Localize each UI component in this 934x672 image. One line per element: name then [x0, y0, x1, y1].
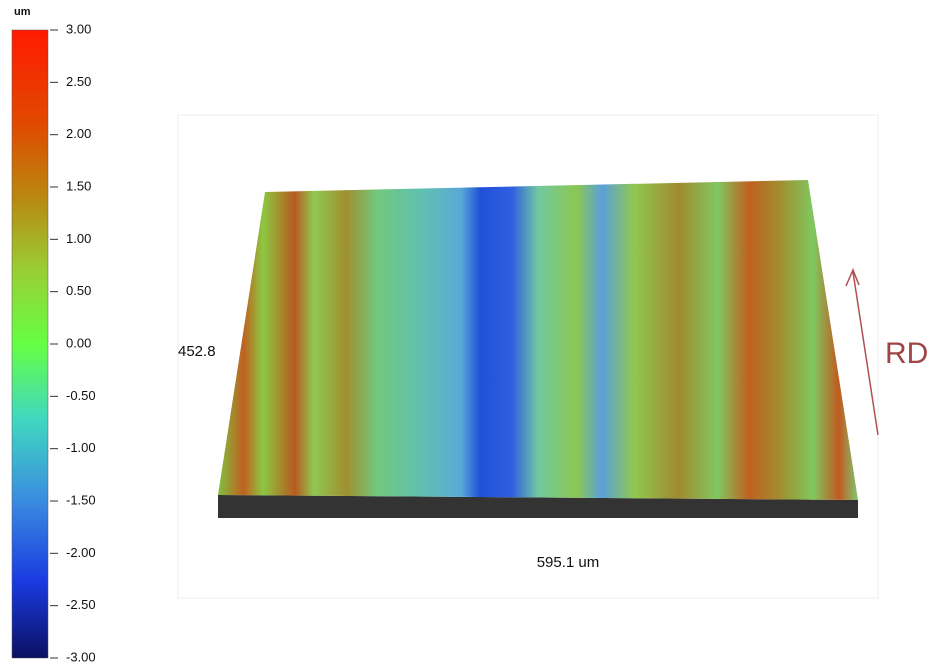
rd-arrow-head: [845, 268, 860, 287]
colorbar-tick-label: 1.50: [66, 178, 91, 193]
colorbar-tick-label: -3.00: [66, 649, 96, 664]
colorbar-tick-label: 3.00: [66, 21, 91, 36]
colorbar-tick-label: -0.50: [66, 388, 96, 403]
plot-frame: [177, 114, 879, 599]
depth-label: 452.8: [178, 343, 216, 360]
colorbar-tick-label: 0.50: [66, 283, 91, 298]
colorbar-tick-label: 2.50: [66, 74, 91, 89]
colorbar-tick-label: -1.00: [66, 440, 96, 455]
colorbar-tick-label: -1.50: [66, 492, 96, 507]
surface: [218, 180, 858, 500]
width-label: 595.1 um: [537, 554, 600, 571]
colorbar-unit: um: [14, 6, 31, 18]
colorbar-tick-label: -2.50: [66, 597, 96, 612]
colorbar-tick-label: 1.00: [66, 231, 91, 246]
colorbar-tick-label: -2.00: [66, 545, 96, 560]
surface-base: [218, 495, 858, 518]
rd-arrow: [852, 271, 879, 436]
colorbar: [11, 29, 49, 659]
rd-label: RD: [885, 337, 928, 370]
colorbar-tick-label: 2.00: [66, 126, 91, 141]
colorbar-tick-label: 0.00: [66, 335, 91, 350]
